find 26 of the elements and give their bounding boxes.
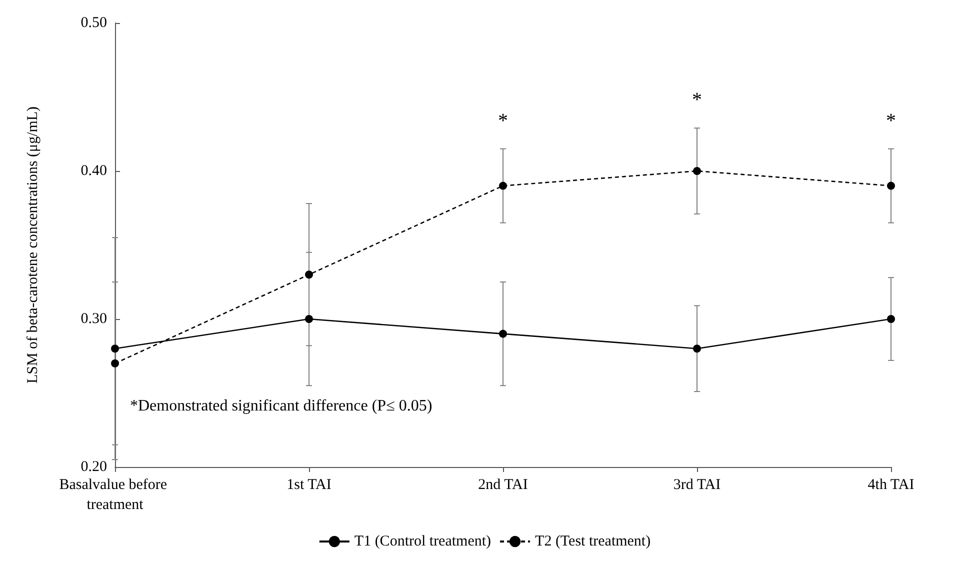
x-tick-label: 1st TAI bbox=[286, 477, 332, 493]
annotation: * bbox=[886, 110, 896, 132]
point bbox=[887, 315, 895, 323]
y-tick-label: 0.40 bbox=[80, 163, 107, 179]
annotation: *Demonstrated significant difference (P≤ 0.05) bbox=[130, 398, 432, 414]
point bbox=[693, 344, 701, 353]
legend-label: T2 (Test treatment) bbox=[535, 534, 651, 550]
point bbox=[499, 330, 507, 338]
y-tick-label: 0.30 bbox=[80, 311, 107, 327]
point bbox=[693, 167, 701, 175]
point bbox=[499, 182, 507, 190]
x-tick-label: 2nd TAI bbox=[478, 477, 528, 493]
legend-label: T1 (Control treatment) bbox=[354, 534, 492, 550]
point bbox=[305, 315, 313, 323]
point bbox=[111, 344, 119, 353]
point bbox=[111, 359, 119, 368]
x-tick-label: 4th TAI bbox=[868, 477, 914, 493]
point bbox=[305, 270, 313, 279]
annotation: * bbox=[498, 110, 508, 132]
x-tick-label: 3rd TAI bbox=[673, 477, 721, 493]
point bbox=[887, 182, 895, 190]
y-tick-label: 0.20 bbox=[80, 459, 107, 475]
y-tick-label: 0.50 bbox=[80, 15, 107, 31]
annotation: * bbox=[692, 89, 702, 112]
x-tick-label: Basalvalue before treatment bbox=[59, 477, 171, 513]
y-axis-title: LSM of beta-carotene concentrations (μg/mL) bbox=[25, 106, 41, 384]
